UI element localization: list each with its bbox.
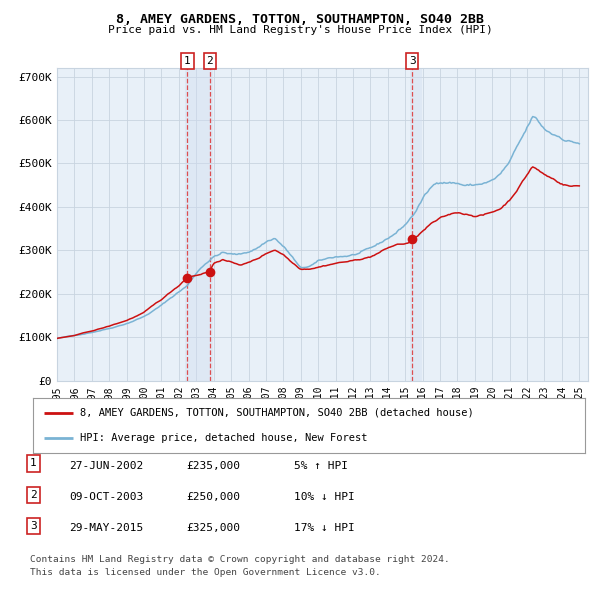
Text: Contains HM Land Registry data © Crown copyright and database right 2024.: Contains HM Land Registry data © Crown c…: [30, 555, 450, 563]
Text: Price paid vs. HM Land Registry's House Price Index (HPI): Price paid vs. HM Land Registry's House …: [107, 25, 493, 35]
Text: 2: 2: [30, 490, 37, 500]
Bar: [185, 68, 213, 381]
Text: £235,000: £235,000: [186, 461, 240, 471]
Text: 10% ↓ HPI: 10% ↓ HPI: [294, 492, 355, 502]
Text: £325,000: £325,000: [186, 523, 240, 533]
Text: 1: 1: [30, 458, 37, 468]
Text: 29-MAY-2015: 29-MAY-2015: [69, 523, 143, 533]
Text: 3: 3: [409, 56, 416, 65]
Text: 5% ↑ HPI: 5% ↑ HPI: [294, 461, 348, 471]
Text: This data is licensed under the Open Government Licence v3.0.: This data is licensed under the Open Gov…: [30, 568, 381, 576]
Text: 1: 1: [184, 56, 191, 65]
Text: 27-JUN-2002: 27-JUN-2002: [69, 461, 143, 471]
Text: 8, AMEY GARDENS, TOTTON, SOUTHAMPTON, SO40 2BB: 8, AMEY GARDENS, TOTTON, SOUTHAMPTON, SO…: [116, 13, 484, 26]
Text: HPI: Average price, detached house, New Forest: HPI: Average price, detached house, New …: [80, 433, 367, 443]
Text: 3: 3: [30, 521, 37, 531]
Bar: [410, 68, 422, 381]
Text: 2: 2: [206, 56, 213, 65]
Text: 09-OCT-2003: 09-OCT-2003: [69, 492, 143, 502]
Text: 17% ↓ HPI: 17% ↓ HPI: [294, 523, 355, 533]
Text: 8, AMEY GARDENS, TOTTON, SOUTHAMPTON, SO40 2BB (detached house): 8, AMEY GARDENS, TOTTON, SOUTHAMPTON, SO…: [80, 408, 473, 418]
Text: £250,000: £250,000: [186, 492, 240, 502]
